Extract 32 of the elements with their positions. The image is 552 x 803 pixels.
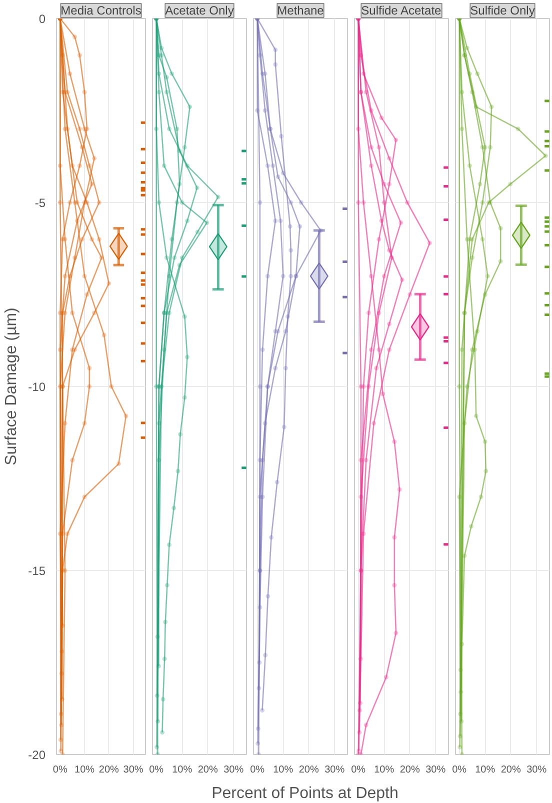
x-tick-label: 0% [52, 764, 68, 776]
x-tick-label: 30% [324, 764, 345, 776]
x-tick-label: 20% [400, 764, 420, 776]
x-tick-label: 10% [172, 764, 192, 776]
chart-title: Sulfide Only [470, 4, 535, 18]
chart-title: Methane [277, 4, 324, 18]
x-tick-label: 30% [526, 764, 547, 776]
x-tick-label: 0% [149, 764, 164, 776]
x-tick-label: 10% [273, 764, 294, 776]
y-axis-title: Surface Damage (µm) [3, 308, 20, 466]
y-tick-label: 0 [38, 12, 46, 26]
y-tick-label: -5 [34, 196, 46, 210]
x-tick-label: 30% [224, 764, 244, 776]
x-tick-label: 20% [98, 764, 120, 776]
chart-title: Acetate Only [165, 4, 234, 18]
x-axis-title: Percent of Points at Depth [212, 784, 398, 803]
y-tick-label: -10 [28, 380, 46, 394]
x-tick-label: 20% [298, 764, 319, 776]
x-tick-label: 0% [351, 764, 366, 776]
x-tick-label: 10% [74, 764, 95, 776]
x-tick-label: 10% [475, 764, 496, 776]
y-tick-label: -20 [28, 748, 46, 762]
x-tick-label: 30% [426, 764, 446, 776]
x-tick-label: 0% [452, 764, 467, 776]
x-tick-label: 20% [500, 764, 521, 776]
x-tick-label: 20% [198, 764, 218, 776]
x-tick-label: 30% [123, 764, 144, 776]
y-tick-label: -15 [28, 564, 46, 578]
x-tick-label: 0% [250, 764, 265, 776]
chart-title: Sulfide Acetate [361, 4, 442, 18]
chart-title: Media Controls [60, 4, 142, 18]
x-tick-label: 10% [374, 764, 394, 776]
